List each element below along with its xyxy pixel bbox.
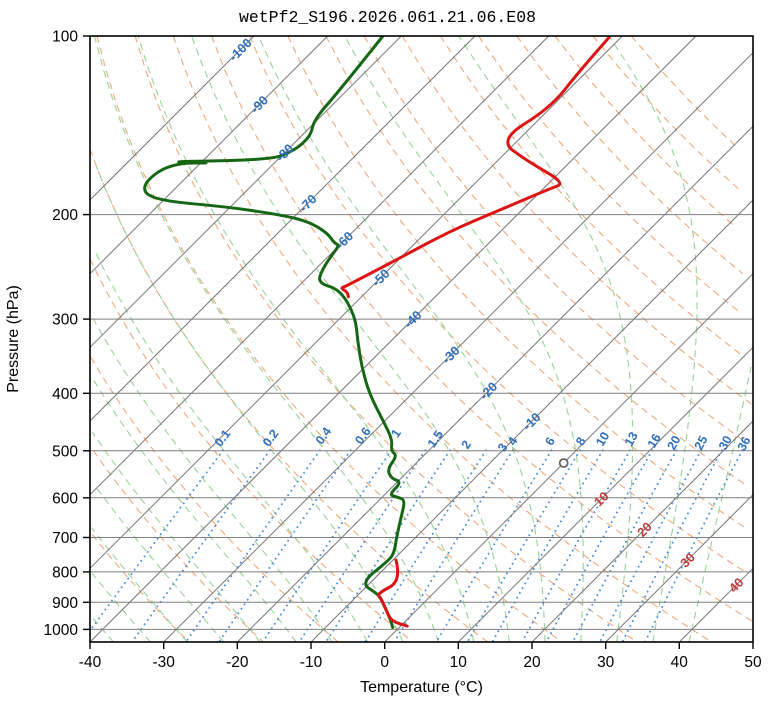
svg-text:300: 300	[52, 312, 78, 329]
svg-text:-40: -40	[79, 654, 102, 671]
svg-text:200: 200	[52, 207, 78, 224]
svg-text:500: 500	[52, 443, 78, 460]
svg-text:1000: 1000	[44, 622, 79, 639]
svg-text:40: 40	[671, 654, 689, 671]
svg-text:-20: -20	[226, 654, 249, 671]
svg-text:-30: -30	[152, 654, 175, 671]
svg-text:wetPf2_S196.2026.061.21.06.E08: wetPf2_S196.2026.061.21.06.E08	[239, 8, 536, 27]
svg-text:400: 400	[52, 386, 78, 403]
svg-text:10: 10	[450, 654, 468, 671]
svg-text:0: 0	[380, 654, 389, 671]
svg-text:Pressure (hPa): Pressure (hPa)	[5, 285, 22, 393]
svg-text:20: 20	[523, 654, 541, 671]
svg-text:50: 50	[744, 654, 762, 671]
svg-text:600: 600	[52, 490, 78, 507]
svg-text:100: 100	[52, 29, 78, 46]
svg-text:900: 900	[52, 595, 78, 612]
svg-text:30: 30	[597, 654, 615, 671]
svg-text:700: 700	[52, 530, 78, 547]
svg-text:800: 800	[52, 564, 78, 581]
svg-text:-10: -10	[300, 654, 323, 671]
svg-text:Temperature (°C): Temperature (°C)	[360, 679, 483, 696]
